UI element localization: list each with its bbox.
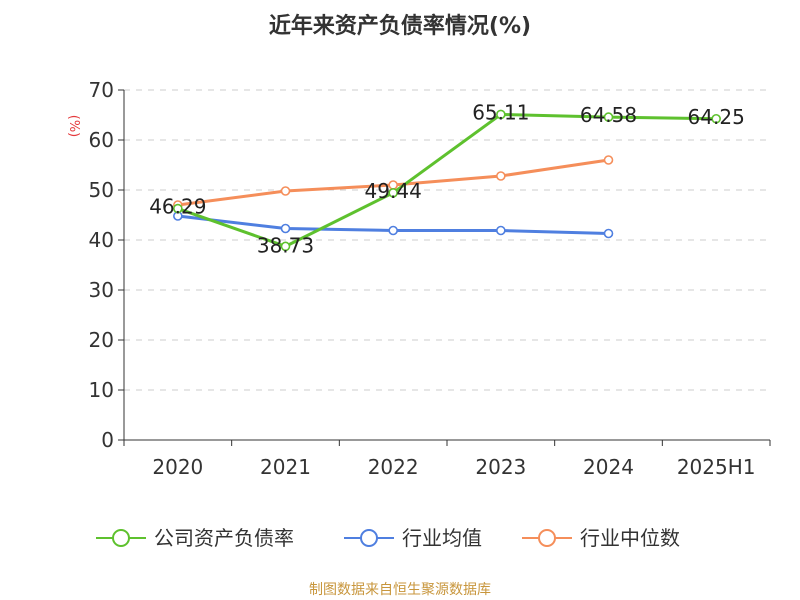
- axes: 0 10 20 30 40 50 60 70 (%) 2020 2021 2022 2023 2024 20…: [66, 78, 771, 479]
- chart-title: 近年来资产负债率情况(%): [268, 14, 532, 39]
- y-tick-label: 30: [89, 278, 114, 302]
- data-point: [280, 223, 291, 234]
- series-line: [177, 112, 717, 248]
- series-group: [173, 109, 721, 252]
- y-tick-label: 60: [89, 128, 114, 152]
- legend-marker: [112, 529, 130, 547]
- source-note: 制图数据来自恒生聚源数据库: [309, 582, 491, 598]
- y-tick-label: 40: [89, 228, 114, 252]
- data-point: [603, 112, 614, 122]
- data-point: [603, 155, 614, 165]
- data-label: 65.11: [472, 100, 529, 124]
- data-point: [388, 188, 398, 198]
- x-tick-label: 2024: [583, 455, 634, 479]
- data-point: [173, 203, 183, 214]
- data-point: [496, 225, 506, 236]
- y-tick-label: 50: [89, 178, 114, 202]
- data-label: 64.58: [580, 103, 637, 127]
- data-label: 46.29: [149, 195, 206, 219]
- data-label: 38.73: [257, 233, 314, 257]
- legend-label: 行业均值: [402, 526, 482, 550]
- grid-lines: [124, 89, 770, 391]
- x-tick-label: 2020: [152, 455, 203, 479]
- y-tick-label: 70: [89, 78, 114, 102]
- data-label: 64.25: [688, 105, 745, 129]
- data-point: [496, 109, 506, 120]
- legend-marker: [360, 529, 378, 547]
- y-axis-label: (%): [66, 115, 81, 138]
- data-point: [388, 225, 398, 236]
- y-tick-label: 0: [101, 428, 114, 452]
- data-label: 49.44: [365, 179, 422, 203]
- legend-marker: [538, 529, 556, 547]
- y-tick-label: 10: [89, 378, 114, 402]
- x-tick-label: 2022: [368, 455, 419, 479]
- data-point: [280, 241, 291, 252]
- y-tick-label: 20: [89, 328, 114, 352]
- legend: 公司资产负债率 行业均值 行业中位数: [96, 526, 680, 550]
- x-tick-label: 2021: [260, 455, 311, 479]
- data-point: [711, 113, 721, 124]
- x-tick-label: 2025H1: [677, 455, 756, 479]
- data-point: [603, 228, 614, 239]
- x-tick-label: 2023: [475, 455, 526, 479]
- legend-label: 公司资产负债率: [154, 526, 294, 550]
- legend-label: 行业中位数: [580, 526, 680, 550]
- data-point: [280, 186, 291, 196]
- data-labels: 46.29 38.73 49.44 65.11 64.58 64.25: [149, 100, 745, 257]
- data-point: [496, 171, 506, 181]
